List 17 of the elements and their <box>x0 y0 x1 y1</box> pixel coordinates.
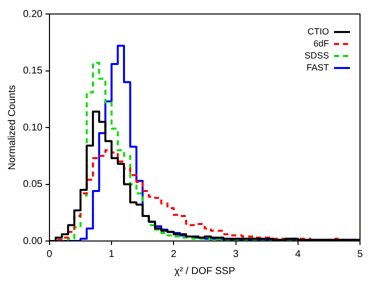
legend-label: 6dF <box>313 38 330 48</box>
x-tick-label: 3 <box>233 248 240 260</box>
x-tick-label: 2 <box>170 248 177 260</box>
x-tick-label: 1 <box>108 248 115 260</box>
y-axis-title: Normalized Counts <box>6 84 18 170</box>
legend-label: CTIO <box>308 26 329 36</box>
x-tick-label: 0 <box>46 248 53 260</box>
x-tick-label: 5 <box>357 248 364 260</box>
x-tick-label: 4 <box>295 248 302 260</box>
legend-label: SDSS <box>304 50 329 60</box>
y-tick-label: 0.20 <box>22 8 43 20</box>
x-axis-title: χ² / DOF SSP <box>174 266 236 277</box>
y-tick-label: 0.15 <box>22 66 43 76</box>
y-tick-label: 0.05 <box>22 179 43 190</box>
y-tick-label: 0.10 <box>22 122 43 134</box>
y-tick-label: 0.00 <box>22 236 43 247</box>
legend-label: FAST <box>306 62 330 72</box>
